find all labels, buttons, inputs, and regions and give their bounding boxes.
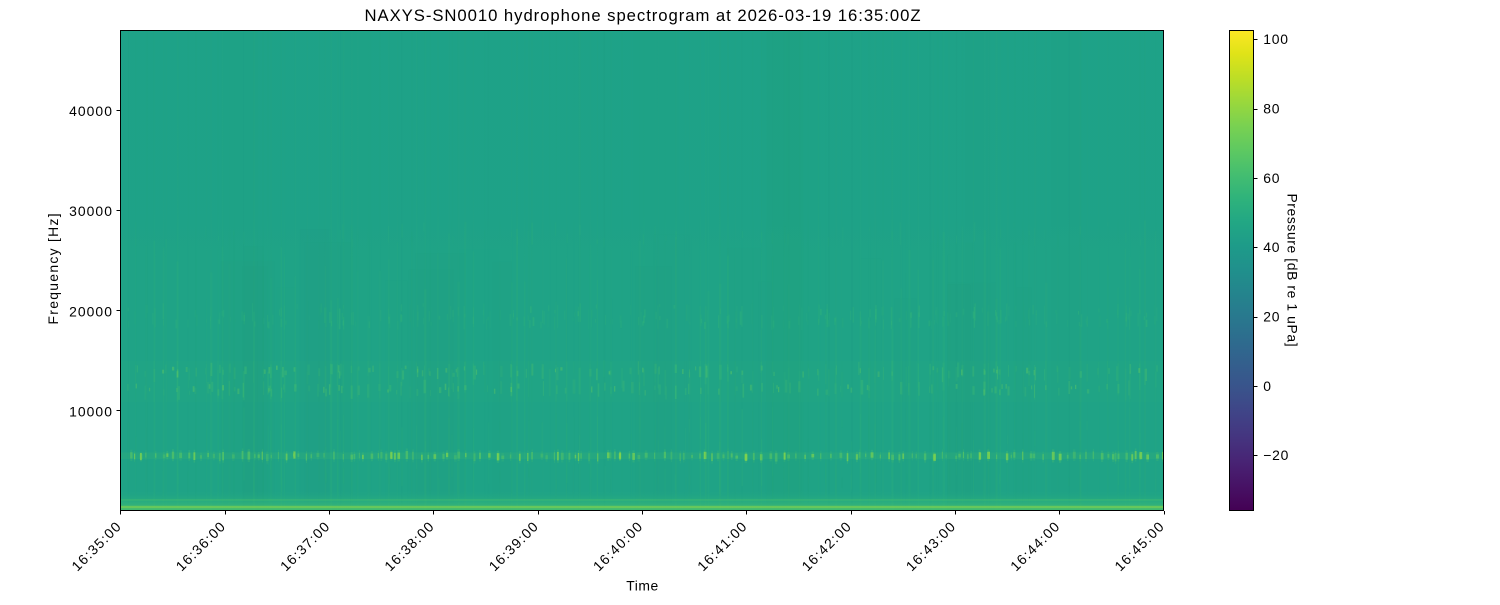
svg-text:40000: 40000: [69, 103, 113, 119]
svg-text:80: 80: [1263, 101, 1280, 117]
svg-text:−20: −20: [1263, 447, 1289, 463]
svg-text:20: 20: [1263, 309, 1280, 325]
svg-text:Time: Time: [626, 578, 659, 594]
svg-text:0: 0: [1263, 378, 1272, 394]
svg-text:Frequency [Hz]: Frequency [Hz]: [45, 212, 61, 324]
svg-text:60: 60: [1263, 170, 1280, 186]
svg-text:30000: 30000: [69, 203, 113, 219]
svg-text:20000: 20000: [69, 303, 113, 319]
svg-text:40: 40: [1263, 239, 1280, 255]
svg-text:NAXYS-SN0010 hydrophone spectr: NAXYS-SN0010 hydrophone spectrogram at 2…: [365, 6, 922, 25]
svg-text:100: 100: [1263, 31, 1289, 47]
svg-text:10000: 10000: [69, 403, 113, 419]
svg-text:Pressure [dB re 1 uPa]: Pressure [dB re 1 uPa]: [1285, 193, 1301, 347]
